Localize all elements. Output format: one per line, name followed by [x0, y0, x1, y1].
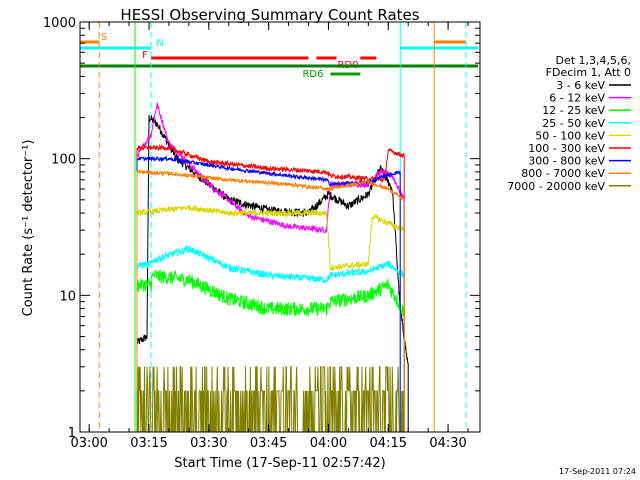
y-axis-label: Count Rate (s⁻¹ detector⁻¹): [21, 140, 36, 317]
flags-layer: SNFRD0RD6: [80, 32, 479, 80]
y-tick-label: 100: [51, 153, 76, 168]
flag-label-rd6: RD6: [302, 69, 323, 80]
x-tick-label: 03:45: [250, 436, 287, 451]
timestamp: 17-Sep-2011 07:24: [559, 467, 636, 476]
flag-label-s: S: [101, 32, 107, 43]
legend-label: 12 - 25 keV: [542, 104, 605, 117]
series-line-3: [136, 244, 405, 432]
legend-label: 800 - 7000 keV: [521, 167, 605, 180]
x-axis-label: Start Time (17-Sep-11 02:57:42): [174, 456, 385, 471]
x-tick-label: 03:30: [190, 436, 227, 451]
y-tick-label: 1: [68, 426, 76, 441]
legend-label: 6 - 12 keV: [549, 92, 605, 105]
series-line-7: [136, 168, 405, 432]
chart-title: HESSI Observing Summary Count Rates: [120, 6, 419, 24]
series-line-0: [136, 114, 409, 432]
x-tick-label: 03:00: [70, 436, 107, 451]
legend-header: Det 1,3,4,5,6,: [555, 54, 631, 67]
series-line-1: [136, 102, 405, 432]
series-layer: [136, 102, 409, 432]
plot-frame: [79, 21, 481, 433]
y-tick-label: 1000: [43, 16, 76, 31]
legend-label: 7000 - 20000 keV: [507, 180, 605, 193]
legend-label: 25 - 50 keV: [542, 117, 605, 130]
legend-label: 100 - 300 keV: [528, 142, 605, 155]
legend: Det 1,3,4,5,6,FDecim 1, Att 03 - 6 keV6 …: [507, 54, 631, 193]
series-line-4: [136, 204, 405, 432]
flag-label-n: N: [156, 38, 163, 49]
series-line-8: [136, 366, 404, 432]
x-tick-label: 04:15: [370, 436, 407, 451]
x-axis: 03:00 03:15 03:30 03:45 04:00 04:15 04:30: [70, 22, 469, 451]
x-tick-label: 04:30: [429, 436, 466, 451]
legend-label: 300 - 800 keV: [528, 155, 605, 168]
legend-label: 3 - 6 keV: [556, 79, 605, 92]
flag-label-f: F: [142, 50, 148, 61]
series-line-2: [136, 269, 405, 432]
x-tick-label: 04:00: [310, 436, 347, 451]
legend-label: 50 - 100 keV: [535, 129, 605, 142]
x-tick-label: 03:15: [130, 436, 167, 451]
legend-header: FDecim 1, Att 0: [546, 66, 631, 79]
series-line-5: [136, 143, 405, 432]
y-tick-label: 10: [59, 289, 76, 304]
y-axis: 1 10 100 1000: [43, 16, 480, 441]
